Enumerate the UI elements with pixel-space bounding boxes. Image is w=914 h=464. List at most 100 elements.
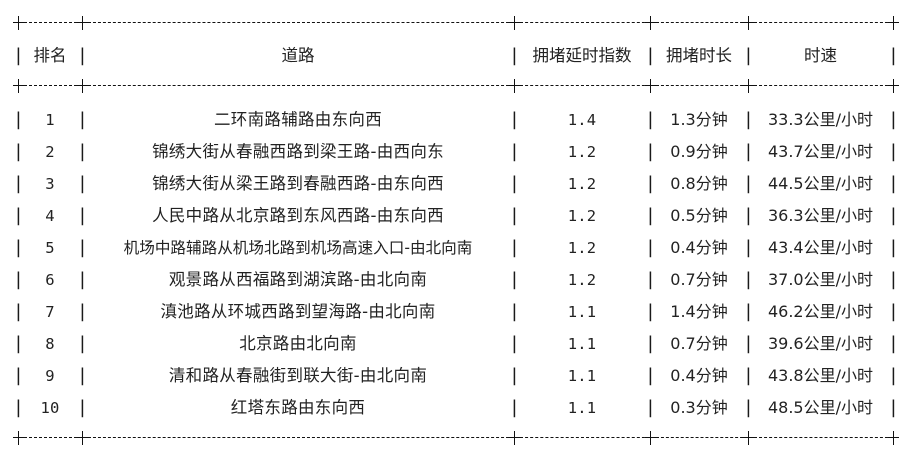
table-vertical-border: | [13,237,24,258]
cell-road: 红塔东路由东向西 [230,398,366,417]
cell-congestion-duration: 0.4分钟 [670,238,728,257]
cell-rank: 5 [45,239,55,257]
table-vertical-border: | [743,45,754,66]
table-vertical-border: | [645,301,656,322]
table-vertical-border: | [13,109,24,130]
table-vertical-border: | [509,269,520,290]
table-vertical-border: | [645,45,656,66]
table-vertical-border: | [509,141,520,162]
cell-congestion-index: 1.1 [567,367,597,385]
cell-speed: 46.2公里/小时 [767,302,874,321]
cell-speed: 33.3公里/小时 [767,110,874,129]
column-header-road: 道路 [281,46,315,65]
table-vertical-border: | [888,397,899,418]
table-vertical-border: | [645,397,656,418]
cell-congestion-duration: 0.3分钟 [670,398,728,417]
separator-corner-plus [645,16,656,30]
table-vertical-border: | [888,45,899,66]
separator-corner-plus [743,16,754,30]
cell-rank: 8 [45,335,55,353]
table-vertical-border: | [13,333,24,354]
separator-dash-run [24,85,82,86]
cell-rank: 9 [45,367,55,385]
cell-congestion-index: 1.2 [567,239,597,257]
table-vertical-border: | [888,269,899,290]
table-separator-line [0,16,914,30]
table-vertical-border: | [645,173,656,194]
table-vertical-border: | [77,269,88,290]
separator-corner-plus [509,431,520,445]
table-vertical-border: | [645,269,656,290]
cell-congestion-index: 1.4 [567,111,597,129]
separator-corner-plus [509,79,520,93]
cell-road: 机场中路辅路从机场北路到机场高速入口-由北向南 [123,239,473,257]
table-vertical-border: | [743,237,754,258]
cell-congestion-duration: 1.4分钟 [670,302,728,321]
table-vertical-border: | [509,333,520,354]
table-vertical-border: | [888,109,899,130]
table-vertical-border: | [77,333,88,354]
cell-speed: 39.6公里/小时 [767,334,874,353]
table-vertical-border: | [743,205,754,226]
table-vertical-border: | [743,301,754,322]
separator-corner-plus [645,431,656,445]
column-header-rank: 排名 [33,46,67,65]
table-vertical-border: | [743,397,754,418]
separator-dash-run [754,85,893,86]
separator-dash-run [754,22,893,23]
separator-corner-plus [13,16,24,30]
separator-dash-run [520,437,650,438]
cell-speed: 37.0公里/小时 [767,270,874,289]
cell-speed: 48.5公里/小时 [767,398,874,417]
separator-dash-run [520,85,650,86]
separator-corner-plus [888,16,899,30]
separator-dash-run [656,85,748,86]
separator-corner-plus [13,431,24,445]
cell-rank: 3 [45,175,55,193]
table-separator-line [0,79,914,93]
cell-road: 滇池路从环城西路到望海路-由北向南 [160,302,436,321]
separator-dash-run [520,22,650,23]
cell-speed: 43.4公里/小时 [767,238,874,257]
separator-dash-run [24,437,82,438]
cell-rank: 4 [45,207,55,225]
cell-speed: 44.5公里/小时 [767,174,874,193]
table-vertical-border: | [743,269,754,290]
table-vertical-border: | [77,109,88,130]
table-vertical-border: | [77,205,88,226]
cell-congestion-index: 1.1 [567,399,597,417]
cell-congestion-duration: 0.5分钟 [670,206,728,225]
table-vertical-border: | [645,237,656,258]
table-vertical-border: | [13,45,24,66]
table-vertical-border: | [77,365,88,386]
separator-corner-plus [888,79,899,93]
table-vertical-border: | [888,333,899,354]
table-vertical-border: | [743,333,754,354]
cell-road: 二环南路辅路由东向西 [214,110,382,129]
table-vertical-border: | [743,173,754,194]
table-vertical-border: | [645,141,656,162]
table-vertical-border: | [509,173,520,194]
cell-congestion-index: 1.1 [567,303,597,321]
separator-dash-run [754,437,893,438]
table-vertical-border: | [645,365,656,386]
separator-dash-run [88,437,514,438]
cell-congestion-index: 1.2 [567,207,597,225]
table-vertical-border: | [509,301,520,322]
cell-congestion-duration: 0.9分钟 [670,142,728,161]
separator-corner-plus [888,431,899,445]
cell-speed: 43.7公里/小时 [767,142,874,161]
cell-road: 人民中路从北京路到东风西路-由东向西 [152,206,444,225]
table-vertical-border: | [888,205,899,226]
cell-congestion-index: 1.1 [567,335,597,353]
cell-rank: 6 [45,271,55,289]
separator-corner-plus [645,79,656,93]
table-vertical-border: | [743,141,754,162]
cell-road: 北京路由北向南 [239,334,357,353]
separator-dash-run [88,85,514,86]
table-vertical-border: | [743,365,754,386]
table-vertical-border: | [645,333,656,354]
separator-dash-run [656,437,748,438]
column-header-speed: 时速 [804,46,837,65]
